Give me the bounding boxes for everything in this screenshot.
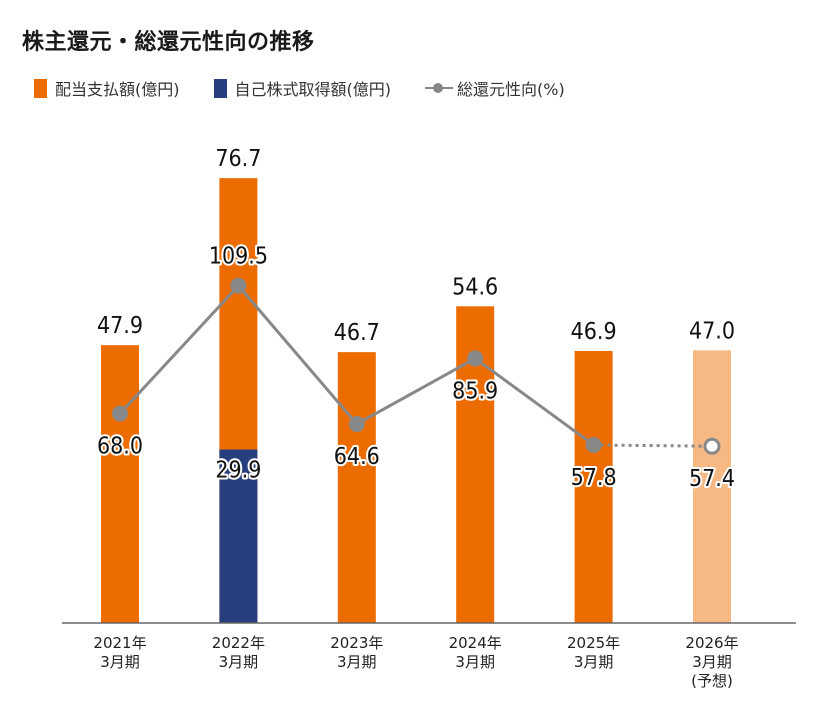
legend-label: 総還元性向(%) [457,80,565,99]
bar-dividend [337,352,376,623]
legend: 配当支払額(億円) 自己株式取得額(億円) 総還元性向(%) [34,76,599,100]
bar-total-label: 47.0 [689,318,735,344]
legend-buyback: 自己株式取得額(億円) [213,76,392,100]
ratio-point-forecast [703,437,721,455]
line-marker-icon [425,81,453,95]
ratio-label: 68.0 [97,434,143,460]
bar-total-label: 54.6 [452,274,498,300]
x-tick-label: (予想) [691,672,733,690]
bar-total-label: 46.9 [571,319,617,345]
ratio-label: 64.6 [334,444,380,470]
bar-dividend [101,345,139,623]
ratio-point [467,350,484,367]
x-tick-label: 2024年 [449,634,502,652]
x-tick-label: 2022年 [212,634,265,652]
legend-label: 自己株式取得額(億円) [234,80,392,99]
bar-total-label: 46.7 [334,320,380,346]
ratio-label: 57.4 [689,466,735,492]
ratio-point [348,416,365,433]
bar-buyback [219,449,258,623]
ratio-label: 109.5 [209,244,268,270]
bar-dividend [574,350,613,623]
legend-dividend: 配当支払額(億円) [34,76,180,100]
dividend-swatch [34,78,47,98]
ratio-point [112,405,128,422]
x-tick-label: 3月期 [100,653,140,671]
x-tick-label: 2021年 [93,634,146,652]
x-tick-label: 2026年 [685,634,738,652]
buyback-swatch [213,78,227,98]
legend-label: 配当支払額(億円) [55,80,180,99]
ratio-line-forecast [593,443,713,448]
x-tick-label: 3月期 [455,653,495,671]
ratio-point [230,277,247,294]
x-tick-label: 2025年 [567,634,620,652]
chart-title: 株主還元・総還元性向の推移 [22,30,315,55]
bar-total-label: 47.9 [97,313,143,339]
bar-dividend [693,350,731,623]
ratio-label: 57.8 [571,465,617,491]
x-tick-label: 3月期 [337,653,377,671]
x-tick-label: 3月期 [574,653,614,671]
buyback-label: 29.9 [215,458,261,484]
x-tick-label: 2023年 [330,634,383,652]
bar-total-label: 76.7 [215,146,261,172]
ratio-label: 85.9 [452,378,498,404]
ratio-point [585,436,602,453]
x-tick-label: 3月期 [219,653,259,671]
x-tick-label: 3月期 [692,653,732,671]
legend-ratio: 総還元性向(%) [425,76,565,100]
